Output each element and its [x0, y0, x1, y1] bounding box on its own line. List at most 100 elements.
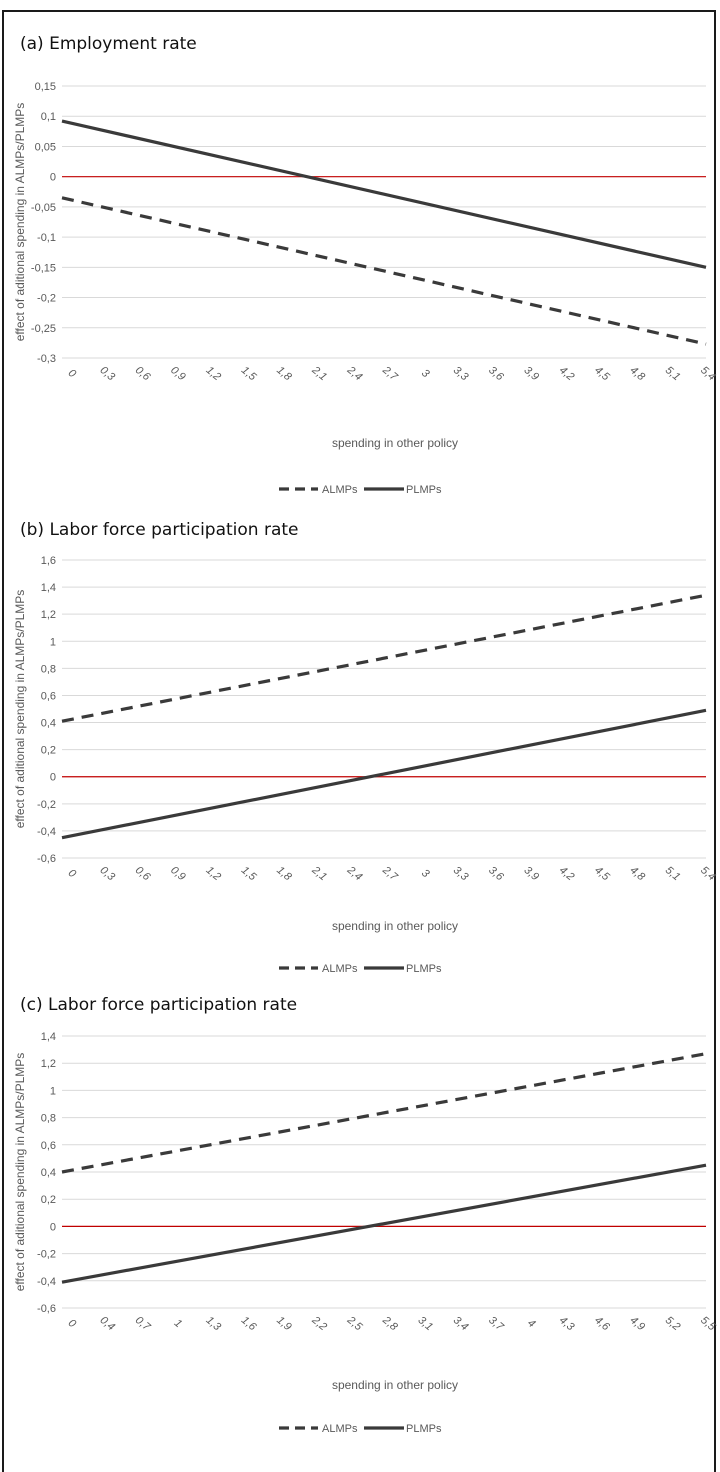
x-tick-label: 2,8 — [379, 1314, 400, 1334]
x-tick-label: 1,3 — [204, 1314, 224, 1334]
x-tick-label: 1,8 — [274, 364, 294, 384]
x-tick-label: 0,9 — [168, 864, 187, 883]
y-tick-label: 0,1 — [41, 111, 56, 123]
chart-title: (b) Labor force participation rate — [20, 520, 299, 540]
series-line-almps — [61, 196, 707, 346]
x-tick-label: 0,9 — [168, 364, 187, 383]
y-tick-label: 0,6 — [41, 690, 56, 702]
series-line-almps — [61, 1052, 707, 1174]
y-tick-label: 0,4 — [41, 1167, 56, 1179]
x-tick-label: 4,6 — [592, 1314, 612, 1334]
y-tick-label: 0 — [50, 1221, 56, 1233]
x-tick-label: 1,2 — [204, 364, 223, 383]
chart-panel-2: (b) Labor force participation rate 1,6 1,4… — [13, 520, 718, 975]
legend-label-plmps: PLMPs — [406, 963, 442, 975]
legend: ALMPs PLMPs — [279, 963, 442, 975]
x-tick-label: 4,2 — [557, 864, 576, 883]
legend: ALMPs PLMPs — [279, 1423, 442, 1435]
y-tick-label: 1,2 — [41, 609, 56, 621]
y-tick-label: 0,15 — [35, 81, 56, 93]
x-tick-label: 0 — [66, 367, 79, 381]
x-tick-label: 5,1 — [663, 364, 682, 383]
y-tick-label: -0,1 — [37, 232, 56, 244]
y-tick-label: 0 — [50, 772, 56, 784]
y-tick-label: 0 — [50, 172, 56, 184]
x-tick-label: 4,9 — [628, 1314, 647, 1333]
y-tick-label: -0,3 — [37, 353, 56, 365]
y-tick-label: 0,8 — [41, 1113, 56, 1125]
y-tick-label: 1 — [50, 1085, 56, 1097]
series-line-plmps — [61, 708, 707, 840]
x-tick-label: 3,7 — [486, 1314, 506, 1334]
x-tick-label: 1,5 — [239, 864, 259, 884]
y-tick-label: -0,4 — [37, 1276, 56, 1288]
x-tick-label: 4,5 — [592, 364, 612, 384]
x-tick-label: 0,7 — [133, 1314, 153, 1334]
y-tick-label: 0,8 — [41, 663, 56, 675]
x-tick-label: 3,4 — [451, 1314, 470, 1333]
y-axis-title: effect of aditional spending in ALMPs/PL… — [13, 1053, 27, 1292]
x-tick-label: 0,3 — [98, 364, 118, 384]
y-tick-label: -0,15 — [31, 262, 56, 274]
y-tick-label: -0,6 — [37, 853, 56, 865]
y-tick-label: 1,2 — [41, 1058, 56, 1070]
y-tick-label: 1 — [50, 636, 56, 648]
x-tick-label: 2,1 — [309, 364, 329, 384]
x-tick-label: 2,5 — [344, 1314, 365, 1334]
x-tick-label: 1,5 — [239, 364, 259, 384]
y-tick-label: -0,2 — [37, 293, 56, 305]
y-tick-label: 0,05 — [35, 141, 56, 153]
x-tick-label: 4 — [525, 1317, 537, 1330]
y-tick-label: 0,6 — [41, 1140, 56, 1152]
x-tick-label: 1,6 — [239, 1314, 259, 1334]
x-tick-label: 0,3 — [98, 864, 118, 884]
x-tick-label: 1 — [172, 1317, 184, 1330]
x-tick-label: 0,6 — [133, 864, 153, 884]
x-axis-title: spending in other policy — [332, 436, 458, 450]
x-tick-label: 3,6 — [486, 864, 506, 884]
x-tick-label: 4,2 — [557, 364, 576, 383]
x-tick-label: 3,3 — [451, 364, 471, 384]
x-tick-label: 3,9 — [522, 364, 541, 383]
legend-label-almps: ALMPs — [322, 963, 358, 975]
legend-label-almps: ALMPs — [322, 1423, 358, 1435]
x-tick-label: 3,6 — [486, 364, 506, 384]
x-tick-label: 3 — [419, 367, 432, 381]
x-axis-title: spending in other policy — [332, 919, 458, 933]
y-tick-label: -0,25 — [31, 323, 56, 335]
x-tick-label: 2,2 — [309, 1314, 329, 1334]
series-line-plmps — [61, 119, 707, 269]
x-tick-label: 2,4 — [344, 864, 364, 884]
y-tick-label: -0,4 — [37, 826, 56, 838]
x-tick-label: 0,4 — [98, 1314, 117, 1333]
x-tick-label: 1,2 — [204, 864, 223, 883]
x-axis-title: spending in other policy — [332, 1378, 458, 1392]
x-tick-label: 4,5 — [592, 864, 612, 884]
x-tick-label: 4,3 — [557, 1314, 577, 1334]
x-tick-label: 2,7 — [379, 864, 400, 884]
x-tick-label: 0 — [66, 1317, 79, 1331]
series-line-plmps — [61, 1163, 707, 1284]
x-tick-label: 3,9 — [522, 864, 541, 883]
x-tick-label: 5,1 — [663, 864, 682, 883]
chart-panel-3: (c) Labor force participation rate 1,4 1,2… — [13, 995, 718, 1435]
x-tick-label: 3,3 — [451, 864, 471, 884]
top-cropped-strip — [0, 0, 720, 6]
y-axis-title: effect of aditional spending in ALMPs/PL… — [13, 103, 27, 342]
legend-label-almps: ALMPs — [322, 484, 358, 496]
y-tick-label: -0,2 — [37, 799, 56, 811]
legend-label-plmps: PLMPs — [406, 484, 442, 496]
legend-label-plmps: PLMPs — [406, 1423, 442, 1435]
x-tick-label: 5,2 — [663, 1314, 682, 1333]
x-tick-label: 2,7 — [379, 364, 400, 384]
y-tick-label: 1,6 — [41, 555, 56, 567]
y-tick-label: 0,4 — [41, 718, 56, 730]
y-tick-label: -0,05 — [31, 202, 56, 214]
chart-title: (c) Labor force participation rate — [20, 995, 297, 1015]
y-tick-label: 0,2 — [41, 745, 56, 757]
chart-title: (a) Employment rate — [20, 34, 197, 54]
x-tick-label: 0 — [66, 867, 79, 881]
y-tick-label: 1,4 — [41, 582, 56, 594]
y-axis-title: effect of aditional spending in ALMPs/PL… — [13, 590, 27, 829]
